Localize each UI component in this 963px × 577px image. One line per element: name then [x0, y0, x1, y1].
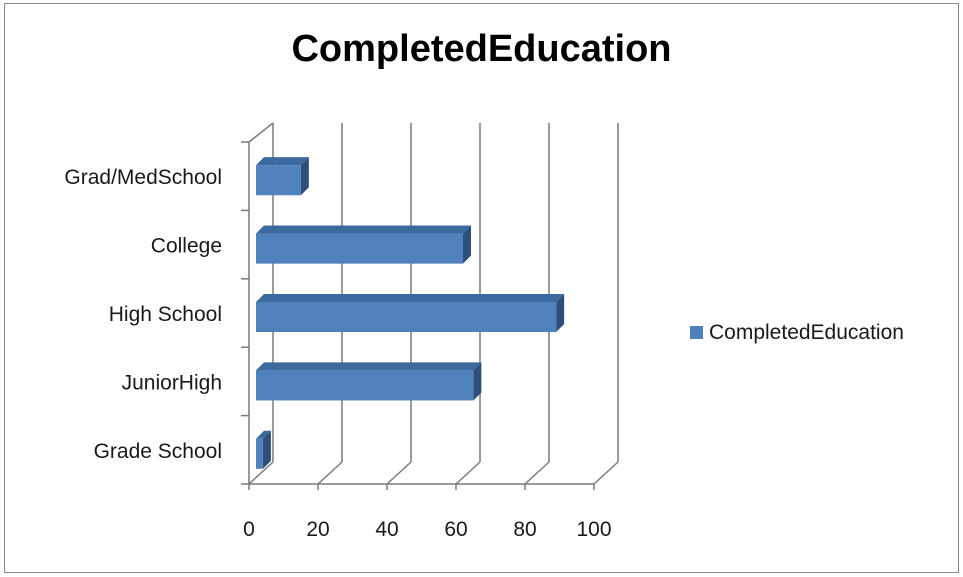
x-tick-label: 20 — [306, 518, 329, 541]
bar-top-face — [256, 293, 565, 302]
bar — [256, 157, 309, 196]
bar-front-face — [256, 370, 474, 401]
bar-top-face — [256, 225, 471, 234]
category-label: High School — [109, 303, 222, 326]
bar-front-face — [256, 233, 463, 264]
x-tick-label: 0 — [243, 518, 255, 541]
bars — [256, 157, 565, 469]
legend-swatch — [690, 326, 703, 339]
x-tick-label: 40 — [375, 518, 398, 541]
legend: CompletedEducation — [690, 321, 904, 344]
labels: Grade School JuniorHigh High School College… — [64, 166, 611, 541]
bar-front-face — [256, 165, 301, 196]
bar-front-face — [256, 438, 263, 469]
bar-top-face — [256, 362, 482, 371]
legend-label: CompletedEducation — [709, 321, 904, 344]
category-label: College — [151, 235, 222, 258]
bar-side-face — [473, 362, 482, 401]
floor-gridline — [593, 461, 619, 485]
floor-gridline — [248, 461, 274, 485]
chart-area — [4, 3, 959, 573]
floor-gridline — [317, 461, 343, 485]
x-tick-label: 100 — [576, 518, 611, 541]
bar-side-face — [300, 157, 309, 196]
category-label: Grade School — [94, 440, 222, 463]
category-label: JuniorHigh — [122, 371, 222, 394]
bar-side-face — [463, 225, 471, 264]
bar-top-face — [256, 157, 309, 166]
floor-gridline — [524, 461, 550, 485]
bar — [256, 430, 271, 469]
bar-top-face — [256, 430, 271, 439]
gridlines — [248, 123, 619, 485]
bar — [256, 225, 471, 264]
bar-side-face — [556, 293, 565, 333]
y-axis-top-edge — [248, 122, 274, 143]
x-tick-label: 60 — [444, 518, 467, 541]
axes — [241, 122, 595, 490]
category-label: Grad/MedSchool — [64, 166, 222, 189]
bar — [256, 293, 565, 333]
floor-gridline — [455, 461, 481, 485]
x-tick-label: 80 — [513, 518, 536, 541]
floor-gridline — [386, 461, 412, 485]
chart-title: CompletedEducation — [291, 28, 672, 70]
bar — [256, 362, 482, 401]
bar-side-face — [262, 430, 271, 469]
bar-front-face — [256, 301, 557, 333]
